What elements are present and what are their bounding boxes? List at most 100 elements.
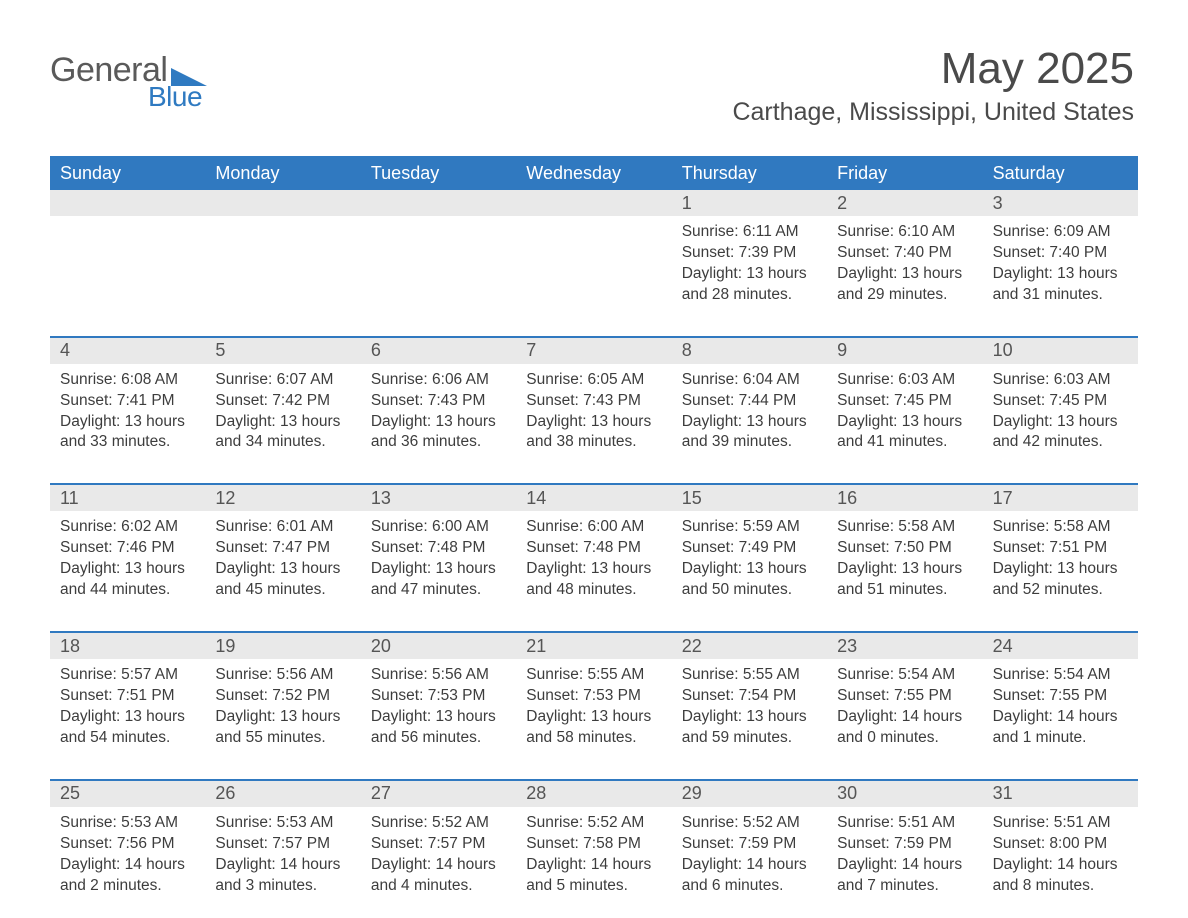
sunset-text: Sunset: 7:49 PM [682,538,817,559]
day-number-row: 45678910 [50,338,1138,364]
daylight-text: Daylight: 13 hours and 33 minutes. [60,412,195,454]
sunset-text: Sunset: 7:57 PM [215,834,350,855]
sunrise-text: Sunrise: 5:54 AM [837,665,972,686]
sunset-text: Sunset: 7:50 PM [837,538,972,559]
calendar-week: 18192021222324Sunrise: 5:57 AMSunset: 7:… [50,631,1138,779]
sunrise-text: Sunrise: 5:51 AM [837,813,972,834]
daylight-text: Daylight: 14 hours and 2 minutes. [60,855,195,897]
day-detail-row: Sunrise: 5:57 AMSunset: 7:51 PM Daylight:… [50,659,1138,749]
sunrise-text: Sunrise: 5:54 AM [993,665,1128,686]
daylight-text: Daylight: 13 hours and 44 minutes. [60,559,195,601]
day-number-row: 11121314151617 [50,485,1138,511]
weeks-container: 123Sunrise: 6:11 AMSunset: 7:39 PMDaylig… [50,190,1138,904]
daylight-text: Daylight: 14 hours and 6 minutes. [682,855,817,897]
sunset-text: Sunset: 7:51 PM [60,686,195,707]
day-number: 19 [205,636,360,657]
day-number: 30 [827,783,982,804]
dow-wednesday: Wednesday [516,163,671,184]
week-spacer [50,601,1138,631]
sunset-text: Sunset: 7:42 PM [215,391,350,412]
sunrise-text: Sunrise: 6:00 AM [371,517,506,538]
sunrise-text: Sunrise: 6:08 AM [60,370,195,391]
sunrise-text: Sunrise: 6:07 AM [215,370,350,391]
day-number: 22 [672,636,827,657]
sunrise-text: Sunrise: 5:52 AM [371,813,506,834]
daylight-text: Daylight: 13 hours and 56 minutes. [371,707,506,749]
sunset-text: Sunset: 7:59 PM [682,834,817,855]
day-number: 25 [50,783,205,804]
sunset-text: Sunset: 7:45 PM [837,391,972,412]
calendar-week: 45678910Sunrise: 6:08 AMSunset: 7:41 PMD… [50,336,1138,484]
day-cell: Sunrise: 6:00 AMSunset: 7:48 PMDaylight:… [516,511,671,601]
day-cell: Sunrise: 5:58 AMSunset: 7:50 PMDaylight:… [827,511,982,601]
sunrise-text: Sunrise: 5:56 AM [371,665,506,686]
day-cell [361,216,516,306]
sunset-text: Sunset: 7:43 PM [371,391,506,412]
sunset-text: Sunset: 7:45 PM [993,391,1128,412]
sunset-text: Sunset: 7:52 PM [215,686,350,707]
day-cell: Sunrise: 6:11 AMSunset: 7:39 PMDaylight:… [672,216,827,306]
sunset-text: Sunset: 7:51 PM [993,538,1128,559]
day-number: 8 [672,340,827,361]
day-cell: Sunrise: 6:03 AMSunset: 7:45 PMDaylight:… [827,364,982,454]
day-cell: Sunrise: 5:53 AMSunset: 7:57 PMDaylight:… [205,807,360,897]
daylight-text: Daylight: 14 hours and 8 minutes. [993,855,1128,897]
sunrise-text: Sunrise: 6:03 AM [993,370,1128,391]
day-cell [205,216,360,306]
sunrise-text: Sunrise: 6:11 AM [682,222,817,243]
day-detail-row: Sunrise: 6:11 AMSunset: 7:39 PMDaylight:… [50,216,1138,306]
brand-word-blue: Blue [148,84,207,111]
sunrise-text: Sunrise: 5:57 AM [60,665,195,686]
day-number-row: 18192021222324 [50,633,1138,659]
day-number-row: 25262728293031 [50,781,1138,807]
sunset-text: Sunset: 7:43 PM [526,391,661,412]
day-number: 10 [983,340,1138,361]
day-cell: Sunrise: 6:10 AMSunset: 7:40 PMDaylight:… [827,216,982,306]
sunset-text: Sunset: 7:57 PM [371,834,506,855]
day-cell [50,216,205,306]
daylight-text: Daylight: 14 hours and 4 minutes. [371,855,506,897]
sunset-text: Sunset: 7:48 PM [371,538,506,559]
page-title: May 2025 [732,46,1134,92]
location-subtitle: Carthage, Mississippi, United States [732,98,1134,127]
day-number: 23 [827,636,982,657]
daylight-text: Daylight: 14 hours and 0 minutes. [837,707,972,749]
sunrise-text: Sunrise: 6:03 AM [837,370,972,391]
day-cell: Sunrise: 5:55 AMSunset: 7:53 PMDaylight:… [516,659,671,749]
day-number: 13 [361,488,516,509]
sunrise-text: Sunrise: 6:05 AM [526,370,661,391]
daylight-text: Daylight: 13 hours and 38 minutes. [526,412,661,454]
calendar-week: 123Sunrise: 6:11 AMSunset: 7:39 PMDaylig… [50,190,1138,336]
dow-friday: Friday [827,163,982,184]
sunset-text: Sunset: 7:40 PM [837,243,972,264]
daylight-text: Daylight: 13 hours and 41 minutes. [837,412,972,454]
sunrise-text: Sunrise: 6:04 AM [682,370,817,391]
day-cell: Sunrise: 6:03 AMSunset: 7:45 PMDaylight:… [983,364,1138,454]
sunrise-text: Sunrise: 5:55 AM [526,665,661,686]
sunset-text: Sunset: 7:56 PM [60,834,195,855]
day-number: 24 [983,636,1138,657]
sunrise-text: Sunrise: 6:02 AM [60,517,195,538]
day-number: 5 [205,340,360,361]
day-number: 18 [50,636,205,657]
sunset-text: Sunset: 7:47 PM [215,538,350,559]
sunset-text: Sunset: 7:48 PM [526,538,661,559]
day-cell: Sunrise: 5:52 AMSunset: 7:59 PMDaylight:… [672,807,827,897]
daylight-text: Daylight: 13 hours and 34 minutes. [215,412,350,454]
day-number: 1 [672,193,827,214]
sunset-text: Sunset: 7:53 PM [371,686,506,707]
day-number: 16 [827,488,982,509]
sunrise-text: Sunrise: 5:51 AM [993,813,1128,834]
calendar-week: 25262728293031Sunrise: 5:53 AMSunset: 7:… [50,779,1138,905]
dow-sunday: Sunday [50,163,205,184]
dow-saturday: Saturday [983,163,1138,184]
day-cell: Sunrise: 6:06 AMSunset: 7:43 PMDaylight:… [361,364,516,454]
sunrise-text: Sunrise: 6:10 AM [837,222,972,243]
day-cell: Sunrise: 5:53 AMSunset: 7:56 PMDaylight:… [50,807,205,897]
daylight-text: Daylight: 13 hours and 50 minutes. [682,559,817,601]
day-cell: Sunrise: 6:00 AMSunset: 7:48 PMDaylight:… [361,511,516,601]
day-cell [516,216,671,306]
sunset-text: Sunset: 7:55 PM [837,686,972,707]
day-number-row: 123 [50,190,1138,216]
dow-monday: Monday [205,163,360,184]
